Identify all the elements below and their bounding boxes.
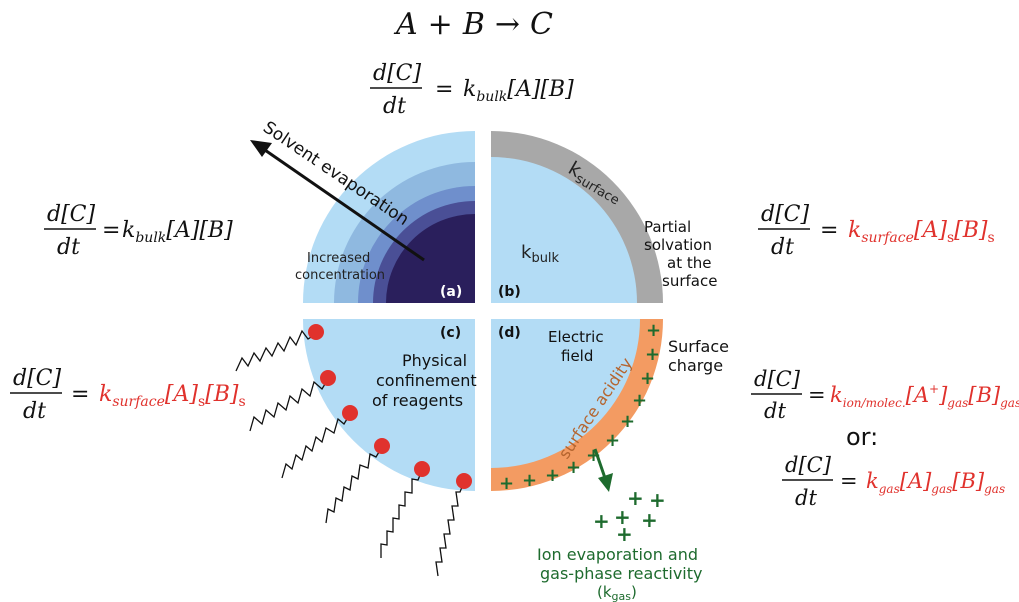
svg-text:d[C]: d[C]: [373, 61, 421, 86]
surface-rate-equation-right: d[C] dt = ksurface[A]s[B]s: [758, 202, 995, 260]
top-rate-equation: d[C] dt = kbulk[A][B]: [370, 61, 574, 119]
svg-text:+: +: [627, 486, 644, 510]
of-reagents-label: of reagents: [372, 391, 463, 410]
svg-text:+: +: [640, 368, 655, 389]
electric-label: Electric: [548, 328, 604, 346]
svg-text:+: +: [614, 505, 631, 529]
svg-text:=: =: [71, 382, 89, 407]
svg-text:ksurface[A]s[B]s: ksurface[A]s[B]s: [99, 382, 246, 410]
svg-text:+: +: [545, 465, 560, 486]
evaporation-arrowhead: [250, 140, 272, 157]
svg-text:dt: dt: [57, 235, 80, 260]
droplet-c: [303, 319, 475, 491]
svg-text:+: +: [499, 473, 514, 494]
ion-evaporation-label-2: gas-phase reactivity: [540, 564, 702, 583]
surface-charge-label-1: Surface: [668, 337, 729, 356]
panel-b-tag: (b): [498, 284, 521, 300]
droplet-a-core: [386, 214, 475, 303]
svg-text:kbulk[A][B]: kbulk[A][B]: [463, 77, 574, 105]
svg-text:d[C]: d[C]: [761, 202, 809, 227]
evaporation-arrow: [261, 146, 425, 262]
svg-text:+: +: [522, 470, 537, 491]
surface-charge-label-2: charge: [668, 356, 723, 375]
svg-text:d[C]: d[C]: [754, 367, 801, 391]
svg-text:dt: dt: [771, 235, 794, 260]
svg-text:+: +: [620, 411, 635, 432]
solvation-label: solvation: [644, 236, 712, 254]
svg-text:+: +: [605, 430, 620, 451]
svg-text:dt: dt: [23, 399, 46, 424]
panel-a-tag: (a): [440, 284, 462, 300]
panel-b: ksurface kbulk Partial solvation at the …: [491, 131, 717, 303]
svg-text:+: +: [566, 457, 581, 478]
svg-text:+: +: [593, 509, 610, 533]
svg-text:dt: dt: [764, 399, 786, 423]
svg-text:=: =: [840, 469, 858, 493]
panel-c: Physical confinement of reagents (c): [235, 319, 477, 577]
k-gas-label: (kgas): [597, 583, 637, 602]
svg-text:+: +: [645, 344, 660, 365]
left-rate-equation: d[C] dt = kbulk[A][B]: [44, 202, 233, 260]
ion-evaporation-arrowhead: [598, 473, 613, 492]
ion-evaporation-label-1: Ion evaporation and: [537, 545, 698, 564]
panel-a: Solvent evaporation Increased concentrat…: [250, 118, 475, 303]
surface-rate-equation-left: d[C] dt = ksurface[A]s[B]s: [10, 366, 246, 424]
svg-text:kgas[A]gas[B]gas: kgas[A]gas[B]gas: [866, 469, 1005, 496]
surface-charges: + + + + + + + + + + +: [499, 320, 661, 494]
svg-text:=: =: [808, 383, 826, 407]
panel-d-tag: (d): [498, 325, 521, 341]
droplet-b-bulk: [491, 157, 637, 303]
svg-text:+: +: [649, 488, 666, 512]
svg-text:ksurface[A]s[B]s: ksurface[A]s[B]s: [848, 218, 995, 246]
svg-text:dt: dt: [795, 486, 817, 510]
confinement-label: confinement: [376, 371, 477, 390]
svg-text:dt: dt: [383, 94, 406, 119]
or-label: or:: [846, 423, 878, 451]
ion-rate-equation: d[C] dt = kion/molec.[A+]gas[B]gas: [751, 367, 1019, 423]
at-the-label: at the: [667, 254, 711, 272]
svg-text:+: +: [646, 320, 661, 341]
surfactant-heads: [308, 324, 472, 489]
droplet-d-core: [491, 319, 640, 468]
physical-label: Physical: [402, 351, 467, 370]
surface-label: surface: [662, 272, 717, 290]
surfactant-tails: [235, 329, 465, 577]
gas-phase-ions: + + + + + +: [593, 486, 666, 546]
svg-text:d[C]: d[C]: [13, 366, 61, 391]
svg-text:+: +: [632, 390, 647, 411]
field-label: field: [561, 347, 593, 365]
svg-text:=: =: [820, 218, 838, 243]
svg-text:=: =: [102, 218, 120, 243]
svg-text:=: =: [435, 77, 453, 102]
svg-text:d[C]: d[C]: [785, 453, 832, 477]
svg-text:+: +: [586, 445, 601, 466]
ion-evaporation-arrow: [593, 448, 607, 479]
panel-d: surface acidity + + + + + + + + + + + El…: [491, 319, 729, 602]
gas-rate-equation: d[C] dt = kgas[A]gas[B]gas: [782, 453, 1005, 510]
increased-label: Increased: [307, 251, 370, 266]
svg-text:d[C]: d[C]: [47, 202, 95, 227]
concentration-label: concentration: [295, 268, 385, 283]
panel-c-tag: (c): [440, 325, 461, 341]
svg-text:kion/molec.[A+]gas[B]gas: kion/molec.[A+]gas[B]gas: [830, 382, 1019, 410]
svg-text:+: +: [641, 508, 658, 532]
partial-label: Partial: [644, 218, 691, 236]
reaction-equation: A + B → C: [393, 7, 553, 42]
svg-text:kbulk[A][B]: kbulk[A][B]: [122, 218, 233, 246]
k-bulk-label: kbulk: [521, 242, 560, 266]
svg-text:+: +: [616, 522, 633, 546]
